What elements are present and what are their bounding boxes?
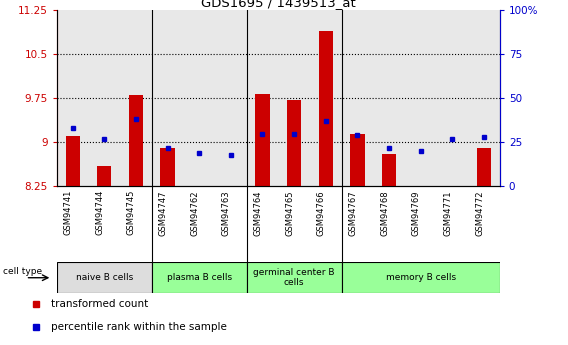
Text: transformed count: transformed count: [51, 299, 148, 309]
Bar: [341, 262, 500, 293]
Text: GSM94747: GSM94747: [158, 190, 168, 236]
Text: GSM94766: GSM94766: [317, 190, 326, 236]
Bar: [382, 154, 396, 186]
Text: GSM94769: GSM94769: [412, 190, 421, 236]
Text: GSM94765: GSM94765: [285, 190, 294, 236]
Text: GSM94741: GSM94741: [64, 190, 73, 236]
Text: germinal center B
cells: germinal center B cells: [253, 268, 335, 287]
Bar: [256, 93, 270, 186]
Bar: [97, 166, 111, 186]
Bar: [57, 262, 152, 293]
Bar: [129, 95, 143, 186]
Text: cell type: cell type: [3, 267, 42, 276]
Bar: [65, 137, 80, 186]
Bar: [160, 148, 175, 186]
Bar: [152, 262, 247, 293]
Text: GSM94767: GSM94767: [348, 190, 357, 236]
Text: percentile rank within the sample: percentile rank within the sample: [51, 322, 227, 332]
Bar: [477, 148, 491, 186]
Text: naive B cells: naive B cells: [76, 273, 133, 282]
Text: GSM94744: GSM94744: [95, 190, 105, 236]
Text: memory B cells: memory B cells: [386, 273, 456, 282]
Text: GSM94771: GSM94771: [444, 190, 452, 236]
Bar: [247, 262, 341, 293]
Text: plasma B cells: plasma B cells: [166, 273, 232, 282]
Text: GSM94772: GSM94772: [475, 190, 484, 236]
Text: GSM94745: GSM94745: [127, 190, 136, 236]
Bar: [287, 100, 301, 186]
Text: GSM94768: GSM94768: [380, 190, 389, 236]
Text: GSM94762: GSM94762: [190, 190, 199, 236]
Title: GDS1695 / 1439513_at: GDS1695 / 1439513_at: [201, 0, 356, 9]
Text: GSM94763: GSM94763: [222, 190, 231, 236]
Text: GSM94764: GSM94764: [253, 190, 262, 236]
Bar: [319, 31, 333, 186]
Bar: [350, 134, 365, 186]
